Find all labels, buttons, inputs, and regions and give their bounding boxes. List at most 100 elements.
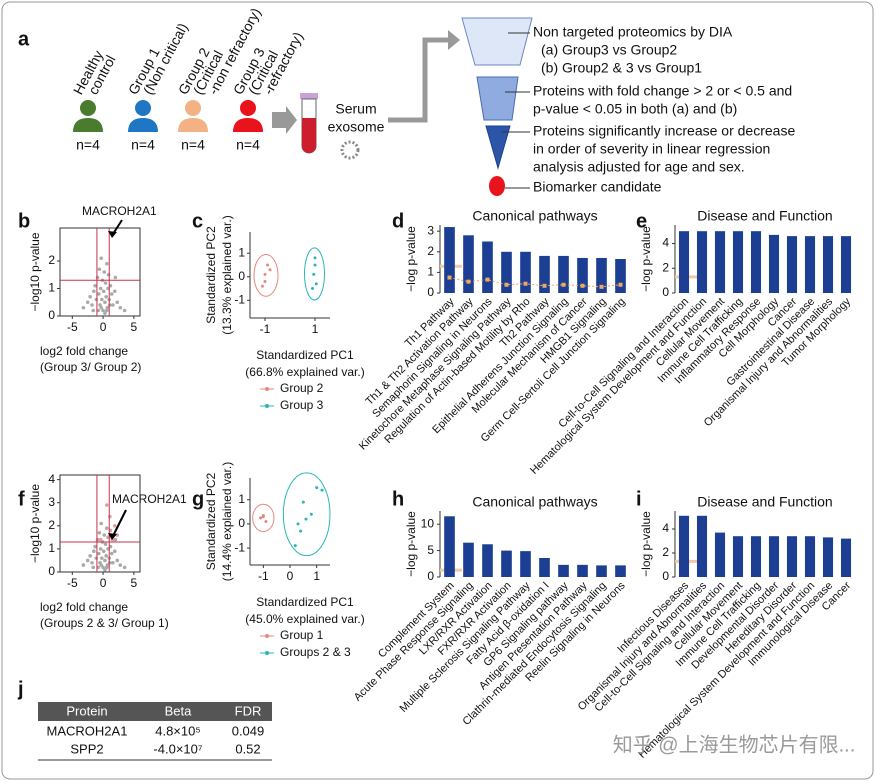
panel-label: i [636,488,642,510]
point [299,529,303,533]
bar [444,516,455,577]
point [98,286,103,291]
point [102,270,107,274]
point [96,292,101,296]
point [103,558,107,563]
point [293,544,297,548]
x-axis-label: Standardized PC1 [256,595,354,609]
point [103,542,108,547]
person-body [128,118,158,132]
table-cell: 4.8×10⁵ [155,723,201,738]
step-text: Proteins significantly increase or decre… [533,123,795,139]
point [91,565,96,570]
point [312,272,316,276]
arrow-head [448,30,460,50]
y-tick-label: 0 [662,285,669,299]
bar [678,515,690,577]
ratio-line [449,277,621,288]
table-header: Beta [165,703,193,718]
point [98,537,103,542]
point [115,300,120,305]
point [115,558,120,563]
point [103,311,107,316]
point [108,303,112,307]
point [109,551,114,556]
bar [501,251,512,293]
point [313,263,317,267]
point [101,549,106,554]
x-axis-label: Standardized PC1 [256,348,354,362]
bar [732,231,744,293]
biomarker [489,176,505,196]
y-tick-label: 0 [238,269,245,283]
ratio-point [485,277,490,282]
y-tick-label: 0 [427,285,434,299]
y-axis-label: Standardized PC2 [204,472,218,570]
point [264,520,268,523]
point [103,300,107,305]
bar [463,542,474,577]
person-body [178,118,208,132]
bar [558,255,569,293]
point [104,308,109,313]
bar [615,565,626,577]
y-tick-label: 4 [662,521,669,535]
point [99,521,104,526]
bar [786,236,798,293]
person-head [80,100,96,116]
sample-label: Serum [335,101,376,117]
y-axis-label: −log p-value [404,226,418,292]
x-tick-label: 0 [100,320,107,334]
sample-label: exosome [328,119,385,135]
point [81,305,86,310]
panel-label: b [18,210,30,232]
point [97,267,102,272]
person-body [233,118,263,132]
point [88,294,92,299]
legend-swatch [265,387,269,391]
point [122,565,127,570]
bar [615,259,626,293]
point [104,503,109,507]
watermark: 知乎 @上海生物芯片有限... [613,733,856,756]
y-tick-label: 0 [662,569,669,583]
point [104,526,109,530]
point [313,256,317,260]
y-tick-label: 2 [662,260,669,274]
x-tick-label: 5 [131,320,138,334]
point [314,282,318,286]
bar [596,257,607,293]
table-header: Protein [66,703,107,718]
person-head [135,100,151,116]
funnel-step [485,125,511,170]
group-count: n=4 [181,137,205,153]
bar [822,537,834,577]
y-tick-label: 2 [48,518,55,532]
point [104,554,108,558]
ratio-point [523,281,528,286]
point [118,563,123,567]
bar [750,231,762,293]
point [108,514,112,519]
point [320,488,324,492]
point [259,516,263,520]
point [309,512,313,516]
arrow [388,37,450,123]
step-text: analysis adjusted for age and sex. [533,159,745,175]
bar [558,564,569,577]
panel-label: j [17,678,24,700]
point [268,268,272,272]
x-tick-label: 5 [131,576,138,590]
step-text: Biomarker candidate [533,179,662,195]
chart-title: Canonical pathways [472,494,597,510]
point [122,308,127,313]
ratio-point [447,275,452,280]
x-tick-label: -5 [67,320,78,334]
annotation-arrow [112,219,123,235]
annotation: MACROH2A1 [112,492,187,506]
bar [714,532,726,577]
y-axis-label: −log p-value [639,511,653,577]
point [112,524,117,528]
bar [804,236,816,293]
bar [596,565,607,577]
